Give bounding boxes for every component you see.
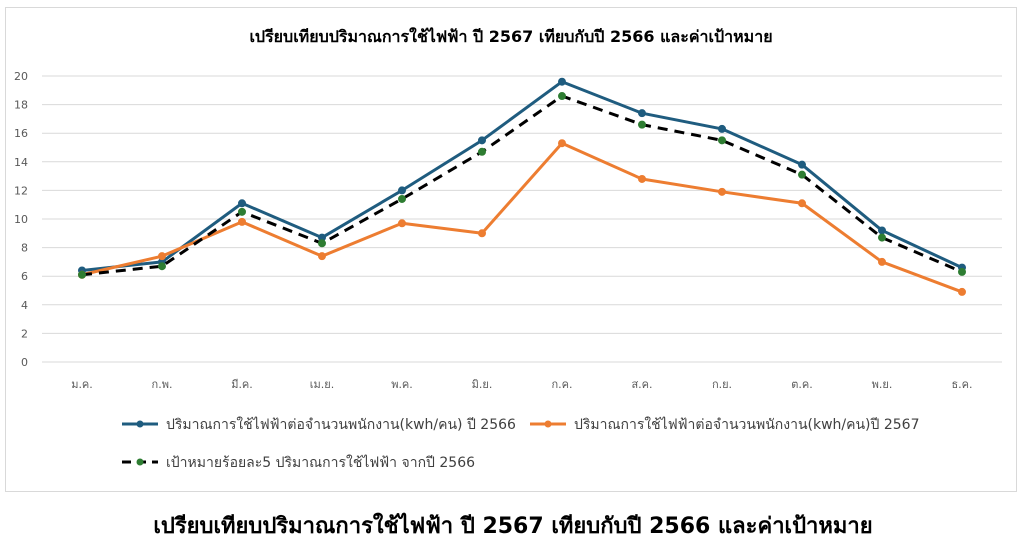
- data-point: [78, 270, 86, 279]
- y-tick-label: 6: [21, 270, 28, 283]
- x-tick-label: ก.ย.: [712, 378, 732, 391]
- data-point: [398, 186, 406, 195]
- x-tick-label: ธ.ค.: [951, 378, 972, 391]
- y-tick-label: 2: [21, 327, 28, 340]
- data-point: [718, 124, 726, 133]
- data-point: [398, 194, 406, 203]
- line-chart: เปรียบเทียบปริมาณการใช้ไฟฟ้า ปี 2567 เที…: [14, 27, 1002, 471]
- data-point: [238, 207, 246, 216]
- data-point: [638, 120, 646, 129]
- series-3: [78, 92, 966, 279]
- chart-title: เปรียบเทียบปริมาณการใช้ไฟฟ้า ปี 2567 เที…: [249, 27, 772, 46]
- data-point: [798, 160, 806, 169]
- y-tick-label: 8: [21, 242, 28, 255]
- y-tick-label: 0: [21, 356, 28, 369]
- figure-caption: เปรียบเทียบปริมาณการใช้ไฟฟ้า ปี 2567 เที…: [153, 514, 873, 539]
- data-point: [478, 136, 486, 145]
- series-1: [78, 77, 966, 275]
- x-tick-label: ม.ค.: [71, 378, 93, 391]
- x-tick-label: มิ.ย.: [472, 378, 493, 391]
- data-point: [558, 139, 566, 148]
- series-line: [80, 80, 964, 272]
- legend-label: ปริมาณการใช้ไฟฟ้าต่อจำนวนพนักงาน(kwh/คน)…: [166, 416, 516, 433]
- y-tick-label: 12: [14, 184, 28, 197]
- x-tick-label: ก.พ.: [152, 378, 173, 391]
- legend-item: ปริมาณการใช้ไฟฟ้าต่อจำนวนพนักงาน(kwh/คน)…: [122, 416, 516, 433]
- x-tick-label: เม.ย.: [310, 378, 334, 391]
- y-tick-label: 20: [14, 70, 28, 83]
- data-point: [478, 147, 486, 156]
- data-point: [638, 109, 646, 118]
- data-point: [878, 233, 886, 242]
- series-line: [81, 94, 963, 277]
- legend-item: เป้าหมายร้อยละ5 ปริมาณการใช้ไฟฟ้า จากปี …: [122, 454, 475, 471]
- y-tick-label: 14: [14, 156, 28, 169]
- data-point: [478, 229, 486, 238]
- data-point: [398, 219, 406, 228]
- data-point: [238, 217, 246, 226]
- series-2: [78, 139, 966, 296]
- data-point: [558, 77, 566, 86]
- data-point: [158, 252, 166, 261]
- data-point: [798, 170, 806, 179]
- data-point: [558, 92, 566, 101]
- legend-marker: [136, 420, 144, 428]
- x-tick-label: ส.ค.: [631, 378, 652, 391]
- data-point: [798, 199, 806, 208]
- data-point: [158, 262, 166, 271]
- data-point: [638, 174, 646, 183]
- data-point: [318, 239, 326, 248]
- legend-label: เป้าหมายร้อยละ5 ปริมาณการใช้ไฟฟ้า จากปี …: [166, 454, 475, 471]
- data-point: [878, 226, 886, 235]
- x-tick-label: ต.ค.: [791, 378, 813, 391]
- legend-marker: [136, 458, 144, 466]
- x-tick-label: พ.ค.: [391, 378, 413, 391]
- data-point: [958, 267, 966, 276]
- x-tick-label: ก.ค.: [551, 378, 572, 391]
- data-point: [318, 252, 326, 261]
- chart-container: เปรียบเทียบปริมาณการใช้ไฟฟ้า ปี 2567 เที…: [5, 7, 1017, 492]
- data-point: [958, 287, 966, 296]
- x-tick-label: มี.ค.: [231, 378, 253, 391]
- y-tick-label: 4: [21, 299, 28, 312]
- series-line: [80, 141, 964, 294]
- y-tick-label: 18: [14, 99, 28, 112]
- y-tick-label: 10: [14, 213, 28, 226]
- data-point: [718, 136, 726, 145]
- data-point: [878, 257, 886, 266]
- x-tick-label: พ.ย.: [872, 378, 893, 391]
- legend-item: ปริมาณการใช้ไฟฟ้าต่อจำนวนพนักงาน(kwh/คน)…: [530, 416, 920, 433]
- legend-label: ปริมาณการใช้ไฟฟ้าต่อจำนวนพนักงาน(kwh/คน)…: [574, 416, 920, 433]
- data-point: [718, 187, 726, 196]
- legend-marker: [544, 420, 552, 428]
- y-tick-label: 16: [14, 127, 28, 140]
- data-point: [238, 199, 246, 208]
